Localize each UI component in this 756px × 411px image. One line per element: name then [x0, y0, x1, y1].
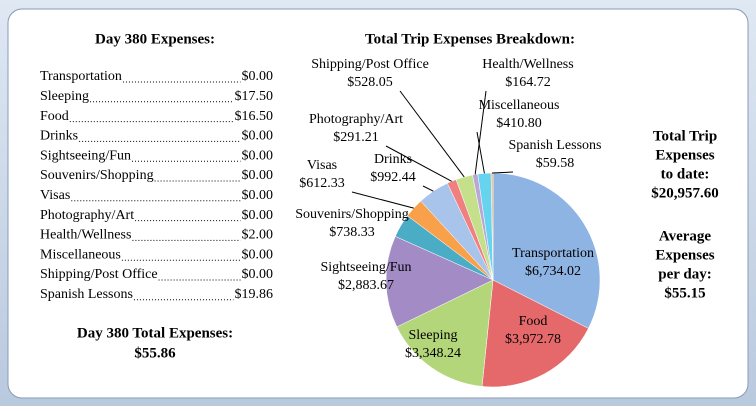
item-name: Transportation	[40, 69, 122, 84]
item-name: Miscellaneous	[40, 247, 121, 262]
slice-value: $59.58	[536, 156, 575, 171]
slice-value: $738.33	[329, 225, 375, 240]
summary-text: Total Trip	[653, 128, 717, 144]
slice-value: $3,972.78	[505, 332, 561, 347]
slice-value: $164.72	[505, 75, 551, 90]
pie-slice	[385, 236, 494, 328]
slice-value: $528.05	[347, 75, 393, 90]
item-name: Drinks	[40, 129, 78, 144]
item-name: Visas	[40, 188, 70, 203]
slice-label: Sightseeing/Fun	[320, 260, 411, 275]
item-name: Souvenirs/Shopping	[40, 168, 154, 183]
summary-text: to date:	[661, 166, 710, 182]
item-amount: $2.00	[242, 228, 274, 243]
day-title: Day 380 Expenses:	[95, 31, 215, 47]
leader-line	[385, 145, 452, 182]
item-amount: $0.00	[242, 69, 274, 84]
summary-text: $55.15	[664, 285, 705, 301]
item-amount: $19.86	[235, 287, 274, 302]
item-amount: $16.50	[235, 109, 274, 124]
item-amount: $0.00	[242, 208, 274, 223]
leader-line	[474, 90, 487, 175]
item-amount: $0.00	[242, 148, 274, 163]
slice-label: Spanish Lessons	[509, 138, 602, 153]
slice-value: $3,348.24	[405, 346, 461, 361]
item-amount: $0.00	[242, 247, 274, 262]
item-name: Sightseeing/Fun	[40, 148, 131, 163]
chart-title: Total Trip Expenses Breakdown:	[365, 31, 575, 47]
item-amount: $17.50	[235, 89, 274, 104]
summary-text: Average	[659, 228, 712, 244]
summary-text: per day:	[658, 266, 711, 282]
slice-value: $992.44	[370, 170, 416, 185]
slice-value: $2,883.67	[338, 278, 394, 293]
pie-slice	[396, 279, 494, 387]
slice-value: $410.80	[496, 116, 542, 131]
summary-text: Expenses	[655, 147, 714, 163]
day-total-label: Day 380 Total Expenses:	[77, 325, 233, 341]
leader-line	[476, 131, 485, 174]
item-name: Health/Wellness	[40, 228, 131, 243]
slice-label: Visas	[307, 158, 337, 173]
slice-value: $612.33	[299, 176, 345, 191]
slice-label: Souvenirs/Shopping	[295, 207, 409, 222]
slice-label: Shipping/Post Office	[311, 57, 429, 72]
slice-label: Transportation	[512, 246, 594, 261]
slice-label: Sleeping	[409, 328, 458, 343]
slice-value: $291.21	[333, 130, 379, 145]
item-amount: $0.00	[242, 188, 274, 203]
day-total: $55.86	[134, 345, 176, 361]
leader-line	[399, 90, 465, 178]
item-name: Sleeping	[40, 89, 89, 104]
slice-label: Photography/Art	[309, 112, 403, 127]
summary-text: $20,957.60	[651, 185, 719, 201]
item-name: Spanish Lessons	[40, 287, 133, 302]
slice-label: Food	[519, 314, 548, 329]
summary-text: Expenses	[655, 247, 714, 263]
leader-line	[351, 191, 414, 209]
pie-slice	[481, 279, 589, 388]
item-amount: $0.00	[242, 168, 274, 183]
pie-slice	[492, 172, 601, 329]
leader-line	[492, 171, 514, 174]
item-amount: $0.00	[242, 129, 274, 144]
slice-label: Drinks	[374, 152, 412, 167]
leader-line	[422, 185, 434, 192]
slice-label: Miscellaneous	[479, 98, 560, 113]
item-name: Food	[40, 109, 69, 124]
item-amount: $0.00	[242, 267, 274, 282]
item-name: Shipping/Post Office	[40, 267, 158, 282]
slice-value: $6,734.02	[525, 264, 581, 279]
slice-label: Health/Wellness	[482, 57, 573, 72]
item-name: Photography/Art	[40, 208, 134, 223]
